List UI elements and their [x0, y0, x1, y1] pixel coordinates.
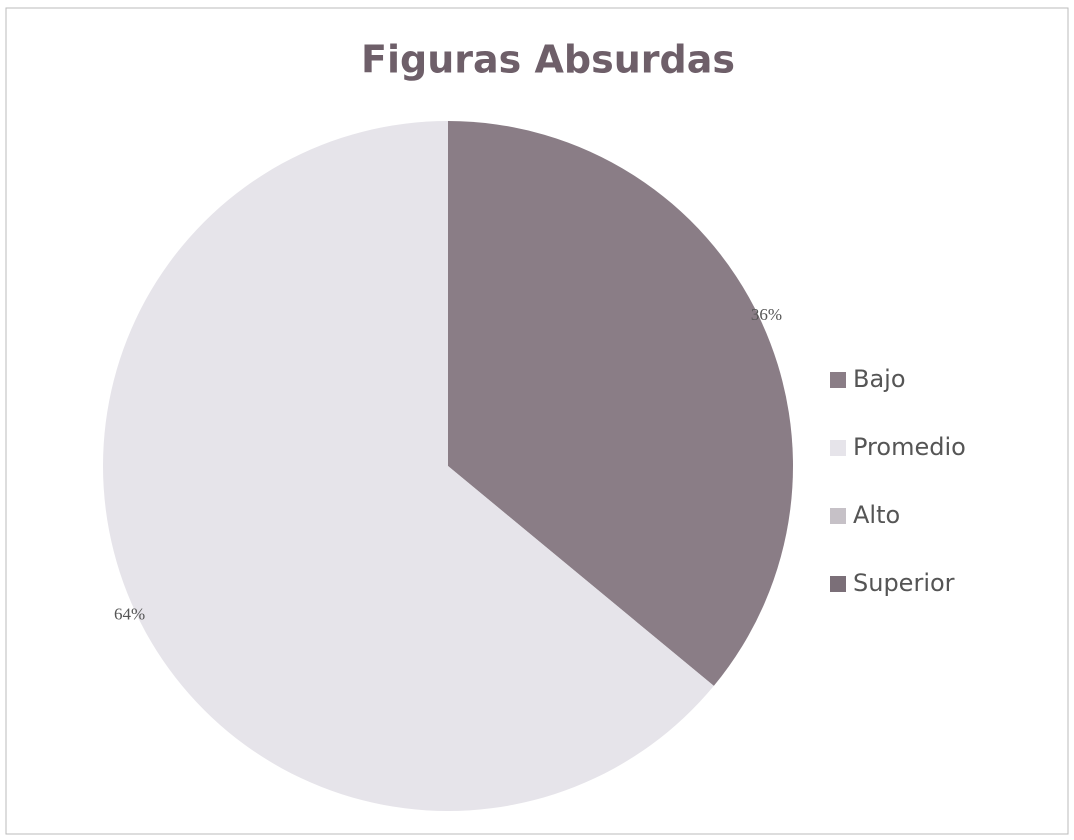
legend-label: Superior — [853, 569, 955, 597]
data-label: 36% — [751, 305, 782, 324]
legend-swatch — [830, 508, 846, 524]
pie-slice — [103, 121, 714, 811]
legend-label: Promedio — [853, 433, 966, 461]
pie-slice — [448, 121, 793, 686]
legend-label: Alto — [853, 501, 900, 529]
legend-swatch — [830, 372, 846, 388]
data-label: 64% — [114, 605, 145, 624]
legend-swatch — [830, 576, 846, 592]
legend-label: Bajo — [853, 365, 906, 393]
chart-title: Figuras Absurdas — [361, 38, 735, 82]
legend-swatch — [830, 440, 846, 456]
